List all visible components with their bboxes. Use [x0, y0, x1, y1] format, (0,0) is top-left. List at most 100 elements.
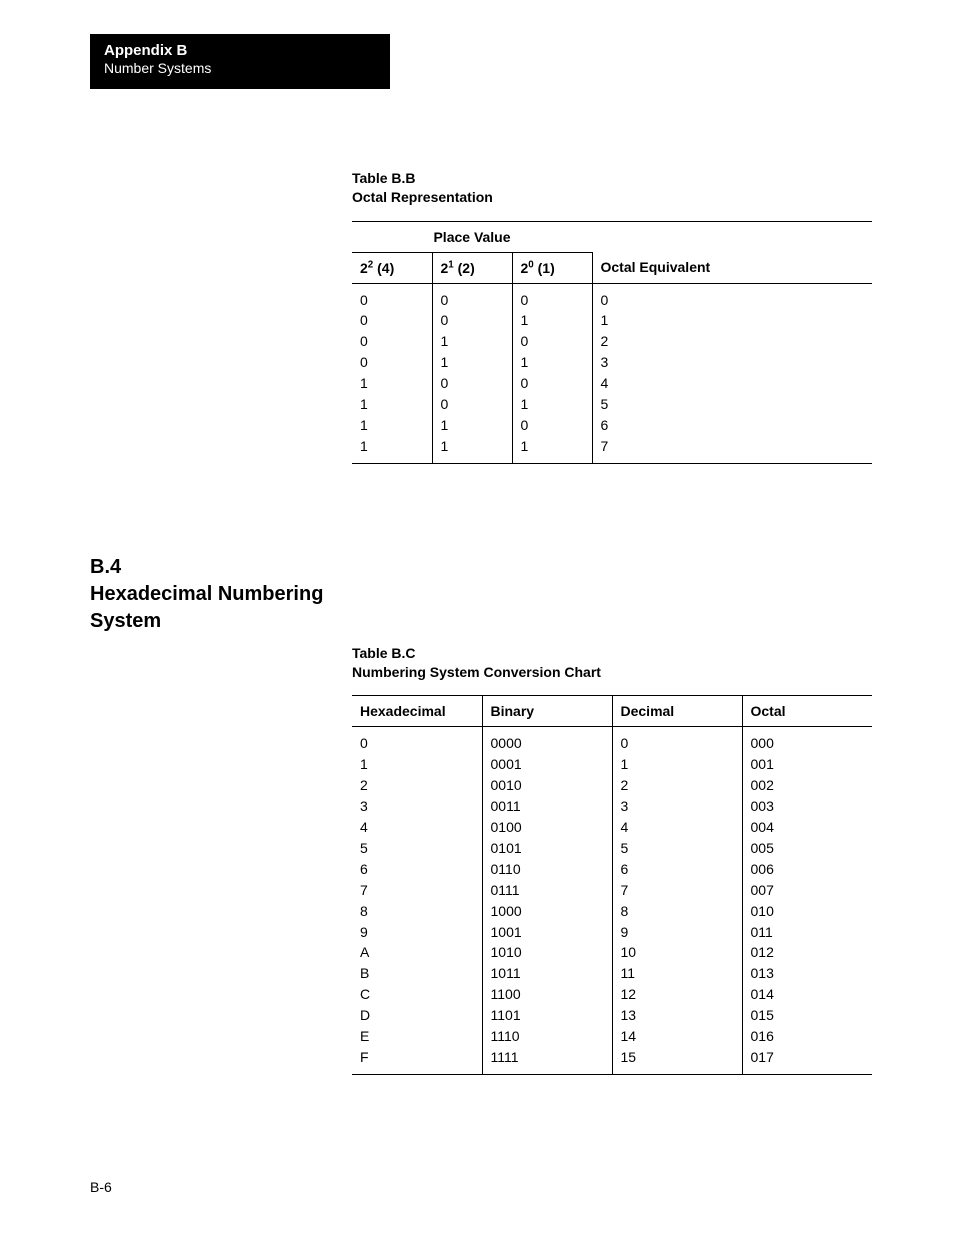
table-cell: 013 — [742, 963, 872, 984]
table-cell: D — [352, 1005, 482, 1026]
table-bb-label-line2: Octal Representation — [352, 189, 493, 205]
table-row: B101111013 — [352, 963, 872, 984]
table-cell: 1 — [352, 754, 482, 775]
table-cell: 014 — [742, 984, 872, 1005]
table-row: 0000 — [352, 283, 872, 310]
table-cell: 1101 — [482, 1005, 612, 1026]
table-cell: 1 — [352, 373, 432, 394]
table-cell: 5 — [612, 838, 742, 859]
table-row: 501015005 — [352, 838, 872, 859]
table-cell: 1 — [352, 415, 432, 436]
table-cell: 1 — [432, 331, 512, 352]
table-row: 0011 — [352, 310, 872, 331]
table-cell: 1 — [512, 394, 592, 415]
table-cell: 6 — [352, 859, 482, 880]
table-bc-body: 0000000001000110012001020023001130034010… — [352, 727, 872, 1074]
table-bc-col-header: Hexadecimal — [352, 696, 482, 727]
table-cell: 0 — [352, 283, 432, 310]
table-cell: 3 — [592, 352, 872, 373]
table-cell: 0 — [432, 310, 512, 331]
content-block-1: Table B.B Octal Representation Place Val… — [90, 169, 872, 554]
table-cell: 1100 — [482, 984, 612, 1005]
table-cell: 003 — [742, 796, 872, 817]
table-row: C110012014 — [352, 984, 872, 1005]
table-cell: 1 — [432, 352, 512, 373]
table-cell: 0111 — [482, 880, 612, 901]
table-cell: 015 — [742, 1005, 872, 1026]
table-cell: B — [352, 963, 482, 984]
table-bb-group-header: Place Value — [352, 221, 592, 252]
table-cell: 2 — [352, 775, 482, 796]
table-cell: 6 — [612, 859, 742, 880]
table-cell: 0 — [432, 283, 512, 310]
table-cell: 000 — [742, 727, 872, 754]
table-cell: 2 — [592, 331, 872, 352]
table-bc-col-header: Binary — [482, 696, 612, 727]
table-cell: 5 — [352, 838, 482, 859]
table-bb-label-line1: Table B.B — [352, 170, 416, 186]
right-col-1: Table B.B Octal Representation Place Val… — [352, 169, 872, 554]
table-cell: 3 — [612, 796, 742, 817]
table-cell: 0000 — [482, 727, 612, 754]
table-cell: 12 — [612, 984, 742, 1005]
table-row: 1004 — [352, 373, 872, 394]
table-cell: 0 — [512, 331, 592, 352]
table-cell: 1 — [352, 394, 432, 415]
header-bar: Appendix B Number Systems — [90, 34, 390, 89]
table-bb-col-header: 21 (2) — [432, 252, 512, 283]
table-row: 300113003 — [352, 796, 872, 817]
table-cell: 016 — [742, 1026, 872, 1047]
section-head-col: B.4 Hexadecimal Numbering System — [90, 554, 352, 635]
table-cell: A — [352, 942, 482, 963]
table-bc-head-row: HexadecimalBinaryDecimalOctal — [352, 696, 872, 727]
table-cell: 4 — [352, 817, 482, 838]
table-cell: 0 — [352, 352, 432, 373]
table-bb-col-header: 22 (4) — [352, 252, 432, 283]
table-cell: 1110 — [482, 1026, 612, 1047]
page-number: B-6 — [90, 1179, 112, 1195]
table-cell: 0 — [512, 283, 592, 310]
table-cell: 010 — [742, 901, 872, 922]
table-row: 910019011 — [352, 922, 872, 943]
table-row: D110113015 — [352, 1005, 872, 1026]
table-cell: 3 — [352, 796, 482, 817]
right-col-2: Table B.C Numbering System Conversion Ch… — [352, 554, 872, 1075]
table-cell: 1 — [512, 436, 592, 463]
table-cell: 0010 — [482, 775, 612, 796]
table-cell: 0 — [612, 727, 742, 754]
table-cell: 1 — [592, 310, 872, 331]
table-row: 0102 — [352, 331, 872, 352]
table-cell: 005 — [742, 838, 872, 859]
table-row: 100011001 — [352, 754, 872, 775]
table-cell: 1 — [352, 436, 432, 463]
table-cell: 0 — [512, 415, 592, 436]
table-row: F111115017 — [352, 1047, 872, 1074]
table-cell: 6 — [592, 415, 872, 436]
table-row: 0113 — [352, 352, 872, 373]
table-bb-equiv-header: Octal Equivalent — [592, 252, 872, 283]
spacer — [352, 554, 872, 644]
table-cell: 7 — [592, 436, 872, 463]
table-cell: 4 — [612, 817, 742, 838]
table-bb-label: Table B.B Octal Representation — [352, 169, 872, 207]
table-cell: 011 — [742, 922, 872, 943]
table-bb-equiv-spacer — [592, 221, 872, 252]
table-bc: HexadecimalBinaryDecimalOctal 0000000001… — [352, 695, 872, 1074]
table-cell: 1011 — [482, 963, 612, 984]
table-row: A101010012 — [352, 942, 872, 963]
table-row: 000000000 — [352, 727, 872, 754]
table-cell: 4 — [592, 373, 872, 394]
table-cell: C — [352, 984, 482, 1005]
section-title-line2: System — [90, 608, 332, 635]
page: Appendix B Number Systems Table B.B Octa… — [0, 0, 954, 1235]
table-row: 401004004 — [352, 817, 872, 838]
table-bb-cols-row: 22 (4)21 (2)20 (1)Octal Equivalent — [352, 252, 872, 283]
table-bc-col-header: Decimal — [612, 696, 742, 727]
table-cell: 007 — [742, 880, 872, 901]
table-bc-label-line2: Numbering System Conversion Chart — [352, 664, 601, 680]
table-cell: 11 — [612, 963, 742, 984]
table-row: 1117 — [352, 436, 872, 463]
table-bc-label-line1: Table B.C — [352, 645, 416, 661]
table-cell: E — [352, 1026, 482, 1047]
table-cell: 13 — [612, 1005, 742, 1026]
